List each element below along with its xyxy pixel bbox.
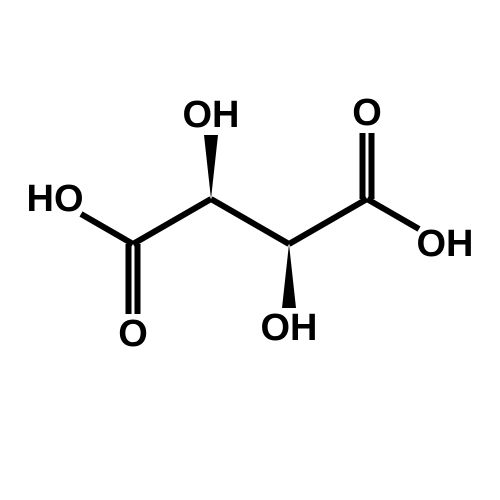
atom-label: O bbox=[352, 92, 382, 134]
atom-label: OH bbox=[417, 223, 474, 265]
atom-label: OH bbox=[183, 94, 240, 136]
bond bbox=[133, 199, 211, 244]
bond bbox=[81, 214, 133, 244]
atom-label: HO bbox=[27, 178, 84, 220]
molecule-diagram: HO O OH OH O OH bbox=[0, 0, 500, 500]
wedge-bond bbox=[282, 244, 296, 308]
wedge-bond bbox=[204, 135, 218, 199]
bond bbox=[367, 199, 419, 229]
atom-label: OH bbox=[261, 307, 318, 349]
bond bbox=[289, 199, 367, 244]
atom-label: O bbox=[118, 313, 148, 355]
bond bbox=[211, 199, 289, 244]
